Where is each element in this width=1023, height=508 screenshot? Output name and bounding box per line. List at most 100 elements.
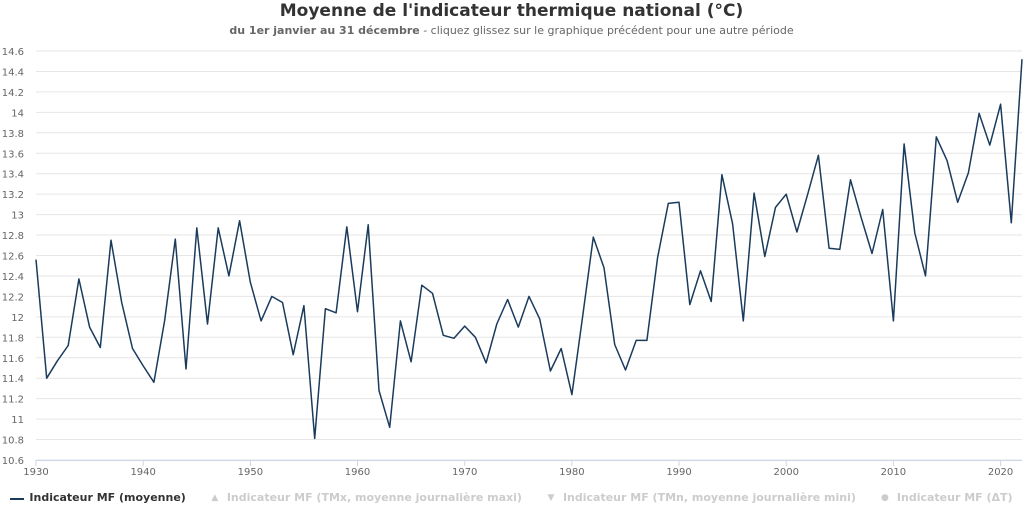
data-point xyxy=(247,279,253,285)
data-point xyxy=(226,273,232,279)
data-point xyxy=(537,316,543,322)
line-chart[interactable]: 10.6 10.8 11 11.2 11.4 11.6 11.8 12 12.2 12.4 12.6… xyxy=(0,0,1023,485)
y-tick-label: 13.2 xyxy=(2,190,24,201)
data-point xyxy=(419,282,425,288)
data-point xyxy=(730,221,736,227)
data-point xyxy=(590,234,596,240)
data-point xyxy=(215,225,221,231)
y-tick-label: 13.4 xyxy=(2,170,24,181)
chart-subtitle: du 1er janvier au 31 décembre - cliquez … xyxy=(0,23,1023,39)
x-tick-label: 2000 xyxy=(773,467,798,478)
data-point xyxy=(815,152,821,158)
legend-item[interactable]: ▼ Indicateur MF (TMn, moyenne journalière… xyxy=(544,490,855,506)
legend-item[interactable]: ● Indicateur MF (ΔT) xyxy=(878,490,1013,506)
data-point xyxy=(494,321,500,327)
data-point xyxy=(1008,220,1014,226)
data-point xyxy=(762,254,768,260)
legend-marker-icon: ▼ xyxy=(547,493,555,503)
chart-title: Moyenne de l'indicateur thermique nation… xyxy=(279,1,744,21)
x-axis-labels: 1930 1940 1950 1960 1970 1980 1990 2000 2010 2020 xyxy=(23,467,1013,478)
x-tick-label: 2010 xyxy=(881,467,906,478)
data-point xyxy=(54,358,60,364)
y-tick-label: 12.2 xyxy=(2,292,24,303)
data-point xyxy=(65,342,71,348)
y-tick-label: 12.6 xyxy=(2,252,24,263)
x-tick-label: 1990 xyxy=(666,467,691,478)
data-point xyxy=(87,324,93,330)
data-point xyxy=(387,424,393,430)
data-point xyxy=(719,172,725,178)
data-point xyxy=(890,318,896,324)
data-point xyxy=(333,310,339,316)
data-point xyxy=(773,204,779,210)
x-axis xyxy=(35,460,1022,466)
data-point xyxy=(622,367,628,373)
y-tick-label: 11.4 xyxy=(2,374,24,385)
data-point xyxy=(697,268,703,274)
data-point xyxy=(687,302,693,308)
y-tick-label: 14.6 xyxy=(2,47,24,58)
x-tick-label: 2020 xyxy=(988,467,1013,478)
data-point xyxy=(612,341,618,347)
data-point xyxy=(280,300,286,306)
data-point xyxy=(912,230,918,236)
data-point xyxy=(355,309,361,315)
data-point xyxy=(848,177,854,183)
data-point xyxy=(301,303,307,309)
data-point xyxy=(987,142,993,148)
data-point xyxy=(204,321,210,327)
data-point xyxy=(837,246,843,252)
data-point xyxy=(194,225,200,231)
y-tick-label: 14 xyxy=(11,108,24,119)
data-point xyxy=(462,323,468,329)
data-point xyxy=(108,237,114,243)
y-tick-label: 12.4 xyxy=(2,272,24,283)
data-point xyxy=(955,199,961,205)
data-point xyxy=(826,245,832,251)
data-point xyxy=(880,206,886,212)
data-point xyxy=(569,392,575,398)
data-point xyxy=(869,250,875,256)
data-point xyxy=(901,141,907,147)
data-point xyxy=(547,368,553,374)
legend-line-icon xyxy=(10,493,25,503)
data-point xyxy=(44,375,50,381)
data-point xyxy=(601,265,607,271)
data-point xyxy=(397,318,403,324)
data-point xyxy=(526,293,532,299)
legend-item[interactable]: ▲ Indicateur MF (TMx, moyenne journalière… xyxy=(208,490,522,506)
series-line[interactable] xyxy=(35,59,1023,440)
y-tick-label: 10.6 xyxy=(2,456,24,467)
data-point xyxy=(472,334,478,340)
data-point xyxy=(33,257,39,263)
series-group xyxy=(33,59,1023,442)
data-point xyxy=(676,199,682,205)
y-tick-label: 12 xyxy=(11,313,24,324)
data-point xyxy=(451,335,457,341)
data-point xyxy=(505,296,511,302)
legend-label: Indicateur MF (ΔT) xyxy=(896,491,1013,504)
legend-marker-icon: ▲ xyxy=(211,493,219,503)
data-point xyxy=(923,273,929,279)
data-point xyxy=(976,110,982,116)
x-tick-label: 1950 xyxy=(238,467,263,478)
x-tick-label: 1960 xyxy=(345,467,370,478)
data-point xyxy=(933,134,939,140)
data-point xyxy=(365,222,371,228)
legend-item[interactable]: Indicateur MF (moyenne) xyxy=(10,490,186,506)
data-point xyxy=(97,345,103,351)
data-point xyxy=(269,293,275,299)
y-tick-label: 10.8 xyxy=(2,436,24,447)
data-point xyxy=(483,360,489,366)
data-point xyxy=(322,306,328,312)
y-tick-label: 11.6 xyxy=(2,354,24,365)
data-point xyxy=(312,436,318,442)
data-point xyxy=(376,387,382,393)
data-point xyxy=(751,190,757,196)
data-point xyxy=(665,200,671,206)
data-point xyxy=(944,157,950,163)
data-point xyxy=(129,346,135,352)
subtitle-instruction: - cliquez glissez sur le graphique précé… xyxy=(419,24,794,37)
y-tick-label: 11.2 xyxy=(2,395,24,406)
legend-marker-icon: ● xyxy=(880,493,889,503)
